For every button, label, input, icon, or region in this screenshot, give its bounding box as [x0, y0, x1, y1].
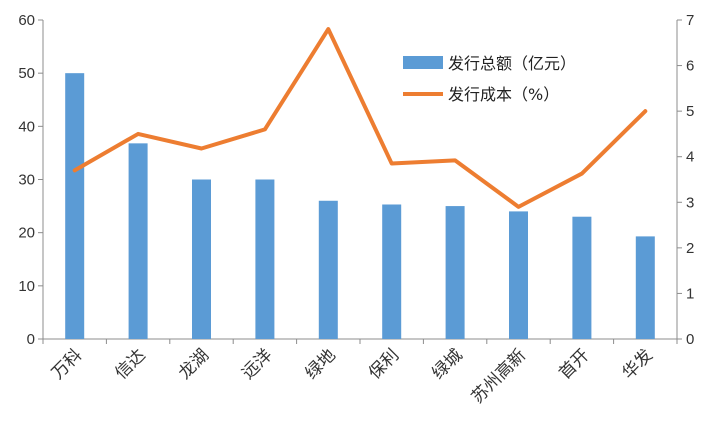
right-tick-label: 2: [686, 240, 694, 257]
line-point: [581, 173, 583, 175]
x-category-label: 万科: [48, 345, 86, 383]
left-tick-label: 60: [18, 12, 35, 29]
x-category-label: 绿地: [302, 345, 340, 383]
right-tick-label: 6: [686, 58, 694, 75]
bar: [318, 200, 338, 339]
x-category-label: 华发: [619, 345, 657, 383]
line-series: [72, 27, 648, 209]
bar: [255, 179, 275, 339]
right-tick-label: 0: [686, 331, 694, 348]
line-point: [264, 128, 266, 130]
legend: 发行总额（亿元） 发行成本（%）: [403, 54, 576, 104]
x-category-label: 信达: [111, 345, 149, 383]
left-tick-label: 30: [18, 172, 35, 189]
x-category-label: 首开: [555, 345, 593, 383]
line-path: [72, 27, 648, 209]
bar: [509, 211, 528, 339]
left-tick-label: 0: [27, 331, 35, 348]
x-category-label: 苏州高新: [468, 345, 530, 407]
line-point: [137, 133, 139, 135]
x-axis: 万科 信达 龙湖 远洋 绿地 保利 绿城 苏州高新 首开 华发: [42, 338, 678, 408]
bar: [65, 73, 85, 340]
bar-series: [65, 73, 655, 340]
left-tick-label: 40: [18, 118, 35, 135]
line-point: [518, 206, 519, 208]
bar: [572, 216, 592, 339]
right-tick-label: 7: [686, 12, 694, 29]
bar: [445, 206, 465, 339]
right-tick-label: 1: [686, 285, 694, 302]
legend-swatch-bar: [403, 56, 443, 69]
bar: [128, 143, 148, 339]
left-y-axis: 0 10 20 30 40 50 60: [18, 12, 44, 348]
legend-label-bar: 发行总额（亿元）: [448, 54, 576, 73]
right-y-axis: 0 1 2 3 4 5 6 7: [676, 12, 694, 348]
line-point: [201, 148, 202, 150]
left-tick-label: 10: [18, 278, 35, 295]
bar: [635, 236, 655, 339]
line-point: [644, 110, 646, 112]
line-point: [391, 163, 393, 165]
line-point: [454, 159, 456, 161]
bar: [192, 179, 211, 339]
right-tick-label: 3: [686, 194, 694, 211]
left-tick-label: 20: [18, 225, 35, 242]
x-category-label: 保利: [365, 345, 403, 383]
x-category-label: 远洋: [238, 345, 276, 383]
line-point: [327, 28, 329, 30]
left-tick-label: 50: [18, 65, 35, 82]
bar: [382, 204, 402, 339]
x-category-label: 龙湖: [175, 345, 213, 383]
line-point: [74, 169, 76, 171]
right-tick-label: 4: [686, 149, 694, 166]
legend-label-line: 发行成本（%）: [448, 85, 559, 104]
right-tick-label: 5: [686, 103, 694, 120]
x-category-label: 绿城: [428, 345, 466, 383]
